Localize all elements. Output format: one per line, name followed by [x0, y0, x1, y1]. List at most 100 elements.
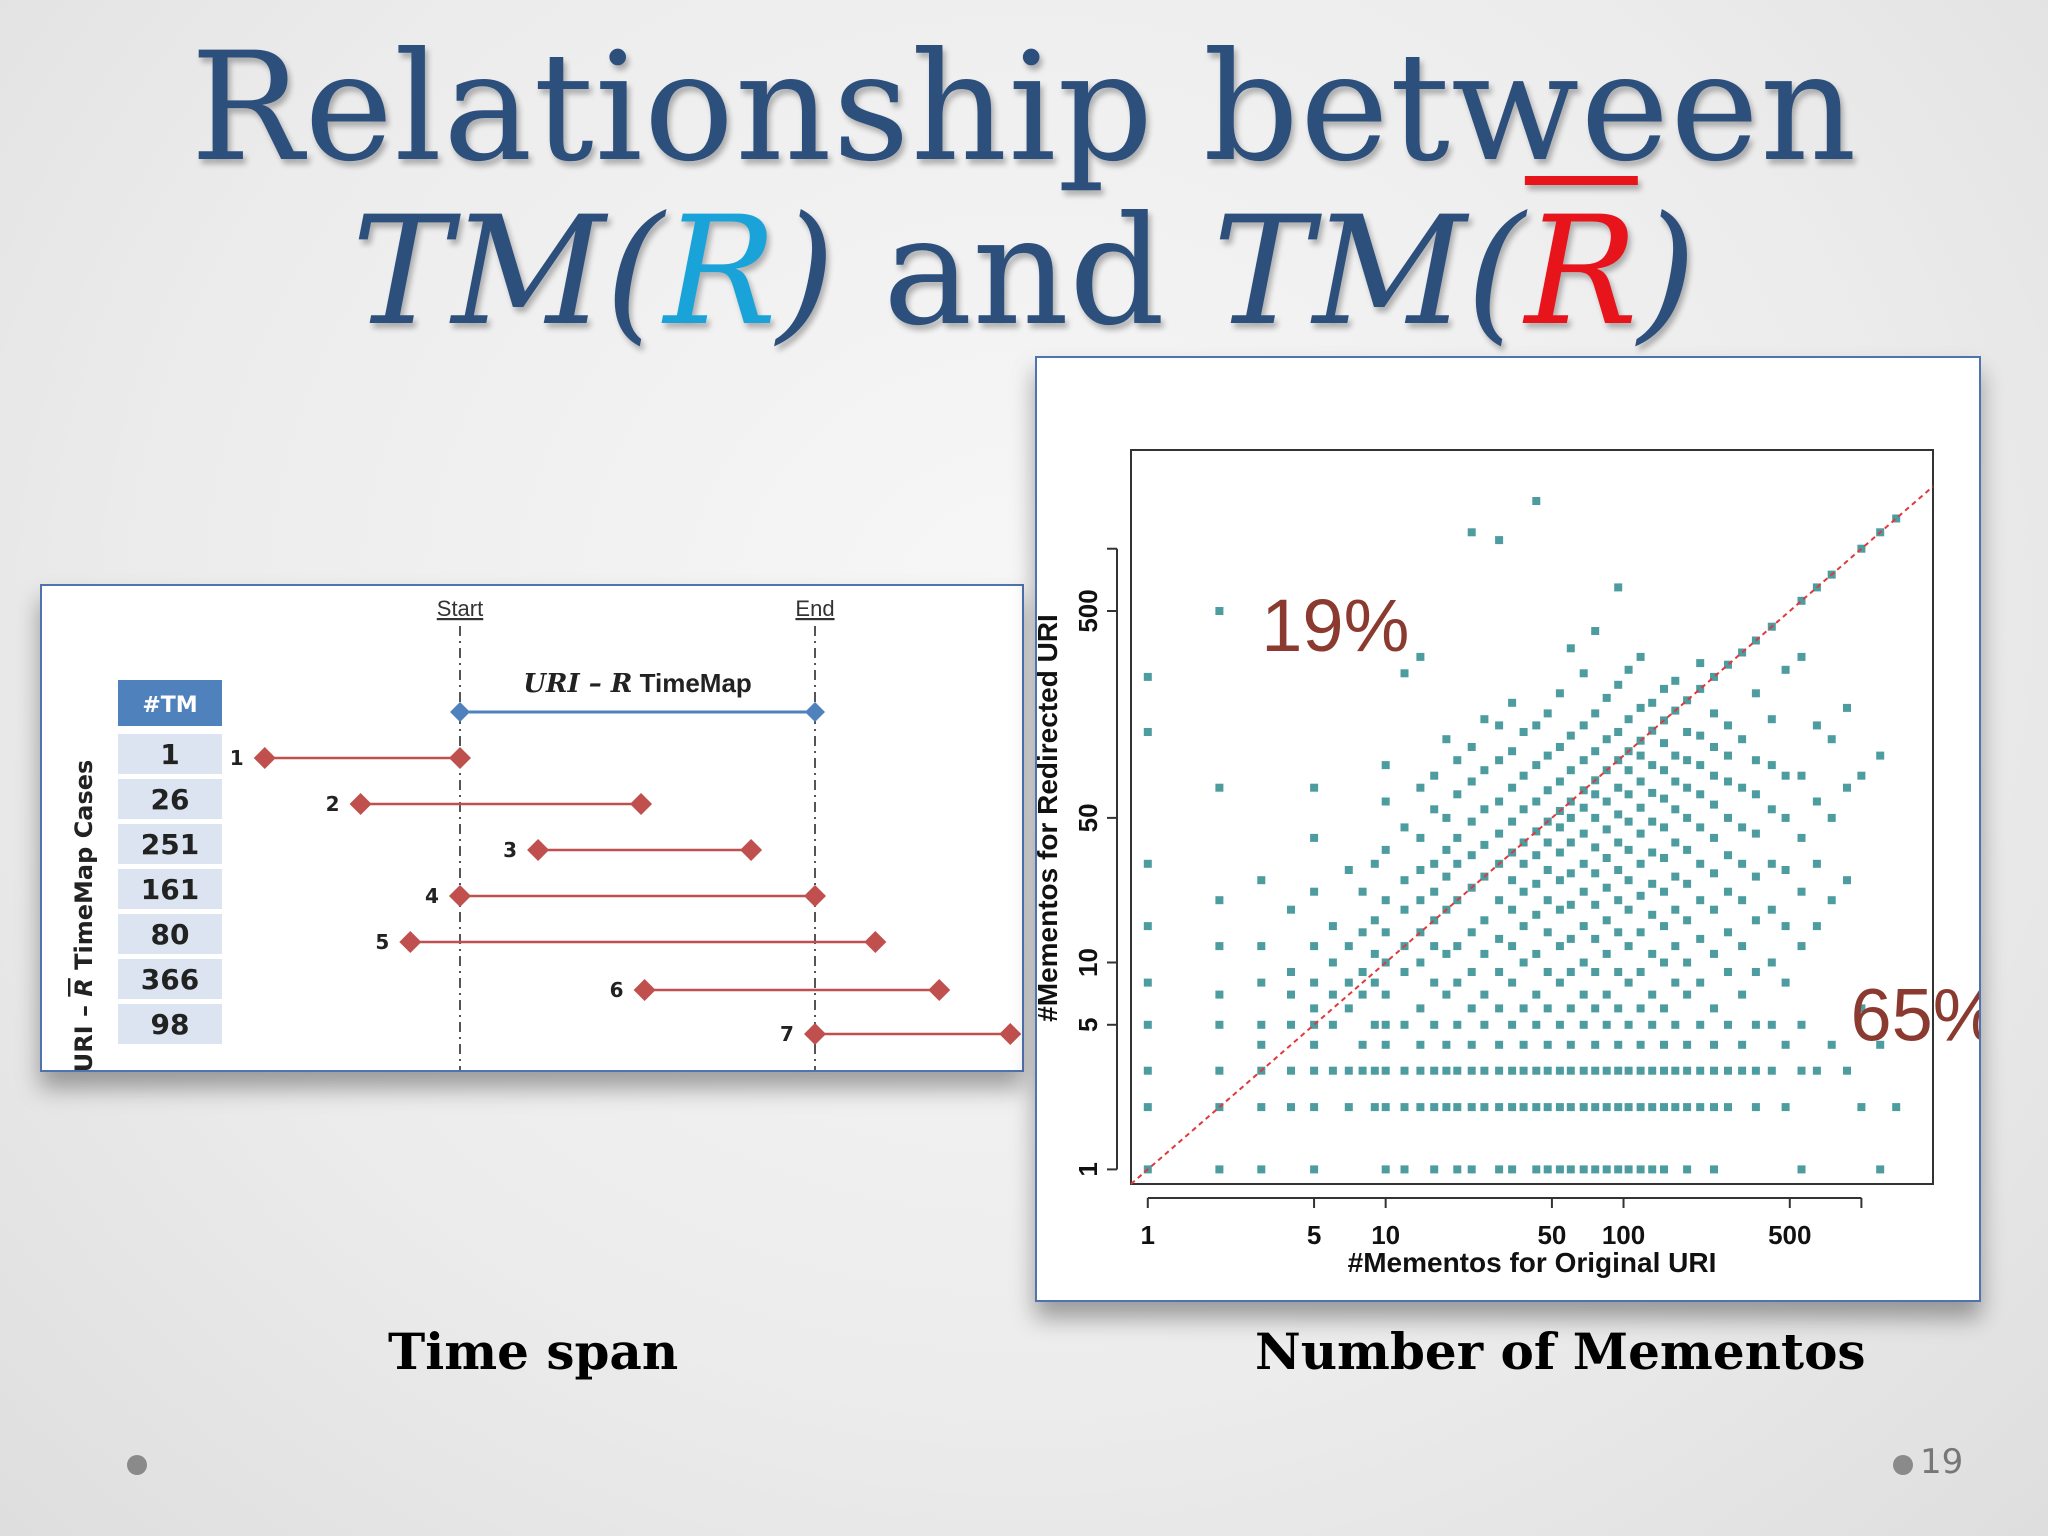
x-axis: 1 5 10 50 100 500: [1141, 1197, 1863, 1250]
scatter-point: [1555, 905, 1564, 914]
y-label-prefix: URI –: [70, 997, 98, 1070]
scatter-point: [1636, 803, 1645, 812]
scatter-plot: 1 5 10 50 100 500 1 5 10 50 500 #Mementos for Ori…: [1037, 449, 1979, 1278]
scatter-point: [1430, 887, 1439, 896]
title-tm-open-2: TM(: [1212, 185, 1525, 359]
scatter-point: [1344, 1103, 1353, 1112]
x-axis-label: #Mementos for Original URI: [1348, 1247, 1717, 1278]
scatter-point: [1602, 883, 1611, 892]
scatter-point: [1579, 887, 1588, 896]
scatter-point: [1710, 672, 1718, 681]
scatter-point: [1416, 783, 1425, 792]
scatter-point: [1797, 833, 1806, 842]
scatter-point: [1683, 845, 1692, 854]
scatter-point: [1892, 514, 1901, 523]
scatter-point: [1624, 766, 1633, 775]
slide-title-line-2: TM(R) and TM(R): [0, 182, 2048, 362]
scatter-point: [1495, 968, 1504, 976]
scatter-point: [1495, 1066, 1504, 1075]
scatter-point: [1287, 1020, 1295, 1029]
scatter-point: [1843, 783, 1851, 792]
scatter-point: [1532, 910, 1541, 919]
scatter-point: [1370, 949, 1379, 958]
scatter-point: [1602, 1066, 1611, 1075]
scatter-point: [1480, 766, 1489, 775]
scatter-point: [1660, 766, 1668, 775]
scatter-point: [1591, 968, 1600, 976]
scatter-point: [1370, 978, 1379, 987]
scatter-point: [1508, 1103, 1517, 1112]
scatter-point: [1812, 922, 1821, 931]
scatter-point: [1724, 751, 1732, 760]
scatter-point: [1636, 1165, 1645, 1174]
scatter-point: [1532, 1066, 1541, 1075]
scatter-point: [1602, 693, 1611, 702]
scatter-point: [1453, 1165, 1462, 1174]
scatter-point: [1287, 968, 1295, 976]
scatter-point: [1344, 1066, 1353, 1075]
scatter-point: [1430, 1103, 1439, 1112]
table-cell-value: 98: [151, 1008, 190, 1041]
scatter-point: [1614, 838, 1623, 847]
scatter-point: [1532, 721, 1541, 730]
scatter-point: [1636, 777, 1645, 786]
scatter-point: [1416, 833, 1425, 842]
scatter-point: [1876, 1165, 1885, 1174]
reference-timemap-label: URI – R TimeMap: [523, 668, 752, 699]
scatter-point: [1381, 896, 1390, 905]
scatter-point: [1624, 790, 1633, 799]
scatter-point: [1381, 1103, 1390, 1112]
scatter-point: [1636, 968, 1645, 976]
scatter-point: [1614, 968, 1623, 976]
scatter-point: [1781, 978, 1790, 987]
scatter-point: [1624, 715, 1633, 724]
case-diamond: [630, 793, 653, 815]
scatter-point: [1442, 845, 1451, 854]
scatter-point: [1738, 1066, 1747, 1075]
scatter-point: [1442, 949, 1451, 958]
scatter-point: [1416, 1004, 1425, 1013]
scatter-point: [1579, 669, 1588, 678]
scatter-point: [1648, 1020, 1657, 1029]
scatter-point: [1710, 1165, 1718, 1174]
case-diamond: [253, 747, 276, 769]
scatter-point: [1624, 1020, 1633, 1029]
table-row: [118, 959, 222, 999]
start-end-guides: Start End URI – R TimeMap: [437, 596, 835, 1070]
scatter-point: [1579, 990, 1588, 999]
scatter-point: [1683, 1066, 1692, 1075]
timespan-y-axis-label: URI – R TimeMap Cases: [70, 760, 98, 1070]
scatter-point: [1416, 866, 1425, 874]
scatter-point: [1671, 777, 1680, 786]
case-diamond: [449, 885, 471, 907]
scatter-point: [1532, 879, 1541, 888]
scatter-point: [1671, 805, 1680, 814]
scatter-point: [1442, 735, 1451, 744]
scatter-point: [1857, 544, 1866, 553]
scatter-point: [1400, 669, 1409, 678]
scatter-point: [1624, 942, 1633, 951]
scatter-point: [1532, 497, 1541, 505]
scatter-point: [1508, 1020, 1517, 1029]
scatter-point: [1696, 1020, 1705, 1029]
scatter-point: [1857, 1103, 1866, 1112]
scatter-point: [1328, 1020, 1337, 1029]
scatter-point: [1591, 813, 1600, 822]
scatter-point: [1215, 1066, 1224, 1075]
scatter-point: [1671, 676, 1680, 685]
scatter-point: [1648, 1103, 1657, 1112]
scatter-point: [1430, 1020, 1439, 1029]
scatter-point: [1566, 1004, 1575, 1013]
table-cell-value: 366: [141, 963, 199, 996]
scatter-point: [1519, 887, 1528, 896]
case-diamond: [399, 931, 422, 953]
scatter-point: [1143, 1103, 1152, 1112]
caption-time-span: Time span: [388, 1322, 679, 1381]
scatter-point: [1215, 607, 1224, 615]
scatter-point: [1781, 771, 1790, 780]
scatter-point: [1648, 848, 1657, 857]
scatter-point: [1555, 689, 1564, 698]
x-tick-label: 500: [1768, 1220, 1811, 1250]
x-tick-label: 1: [1141, 1220, 1155, 1250]
scatter-point: [1358, 928, 1367, 937]
